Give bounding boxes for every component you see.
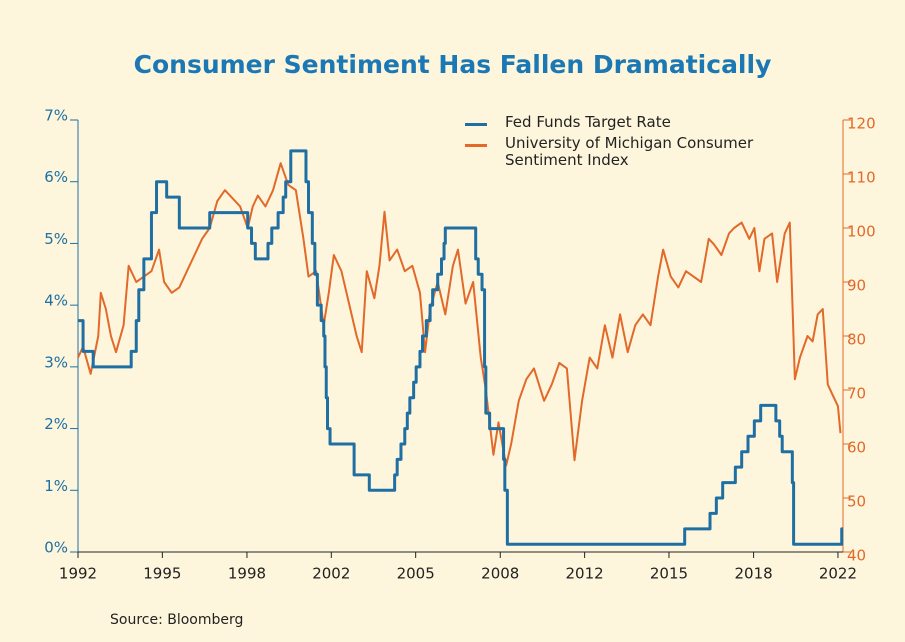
x-tick-label: 2005 bbox=[397, 565, 435, 583]
y-tick-label: 2% bbox=[44, 415, 68, 433]
x-tick-label: 2012 bbox=[566, 565, 604, 583]
legend: Fed Funds Target Rate University of Michi… bbox=[465, 114, 825, 173]
legend-swatch bbox=[465, 123, 487, 126]
legend-item: University of Michigan Consumer Sentimen… bbox=[465, 135, 825, 169]
x-tick-label: 2002 bbox=[312, 565, 350, 583]
legend-item: Fed Funds Target Rate bbox=[465, 114, 825, 131]
y-tick-label: 0% bbox=[44, 539, 68, 557]
series-line bbox=[78, 149, 844, 546]
y-tick-label: 1% bbox=[44, 477, 68, 495]
x-tick-label: 2008 bbox=[481, 565, 519, 583]
series-line bbox=[77, 162, 842, 467]
y2-tick-label: 40 bbox=[847, 547, 866, 565]
chart-title: Consumer Sentiment Has Fallen Dramatical… bbox=[133, 50, 772, 79]
y-tick-label: 3% bbox=[44, 353, 68, 371]
x-tick-label: 2015 bbox=[650, 565, 688, 583]
legend-label: Fed Funds Target Rate bbox=[505, 113, 671, 131]
y-tick-label: 4% bbox=[44, 292, 68, 310]
y2-tick-label: 70 bbox=[847, 385, 866, 403]
y2-tick-label: 90 bbox=[847, 277, 866, 295]
y2-tick-label: 60 bbox=[847, 439, 866, 457]
y-tick-label: 6% bbox=[44, 168, 68, 186]
y2-tick-label: 120 bbox=[847, 115, 876, 133]
legend-swatch bbox=[465, 144, 487, 147]
y-tick-label: 7% bbox=[44, 107, 68, 125]
legend-label: University of Michigan Consumer Sentimen… bbox=[505, 134, 754, 169]
y2-tick-label: 100 bbox=[847, 223, 876, 241]
y2-tick-label: 80 bbox=[847, 331, 866, 349]
y2-tick-label: 50 bbox=[847, 493, 866, 511]
x-tick-label: 2018 bbox=[734, 565, 772, 583]
source: Source: Bloomberg bbox=[110, 612, 244, 628]
x-tick-label: 2022 bbox=[819, 565, 857, 583]
y2-tick-label: 110 bbox=[847, 169, 876, 187]
y-tick-label: 5% bbox=[44, 230, 68, 248]
x-tick-label: 1992 bbox=[59, 565, 97, 583]
x-tick-label: 1998 bbox=[228, 565, 266, 583]
x-tick-label: 1995 bbox=[143, 565, 181, 583]
